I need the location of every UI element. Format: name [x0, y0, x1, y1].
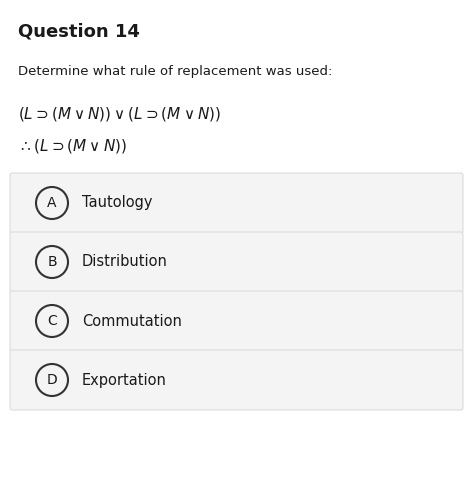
Text: Commutation: Commutation — [82, 313, 182, 329]
Text: Question 14: Question 14 — [18, 22, 140, 40]
Text: C: C — [47, 314, 57, 328]
FancyBboxPatch shape — [10, 291, 463, 351]
FancyBboxPatch shape — [10, 173, 463, 233]
Text: A: A — [47, 196, 57, 210]
Text: Determine what rule of replacement was used:: Determine what rule of replacement was u… — [18, 65, 333, 78]
FancyBboxPatch shape — [10, 350, 463, 410]
FancyBboxPatch shape — [10, 232, 463, 292]
Text: $\therefore (L \supset (M \vee N))$: $\therefore (L \supset (M \vee N))$ — [18, 137, 127, 155]
Text: D: D — [47, 373, 57, 387]
Text: Tautology: Tautology — [82, 195, 152, 210]
Text: B: B — [47, 255, 57, 269]
Text: $(L \supset (M \vee N)) \vee (L \supset (M \vee N))$: $(L \supset (M \vee N)) \vee (L \supset … — [18, 105, 221, 123]
Text: Exportation: Exportation — [82, 373, 167, 388]
Text: Distribution: Distribution — [82, 254, 168, 270]
